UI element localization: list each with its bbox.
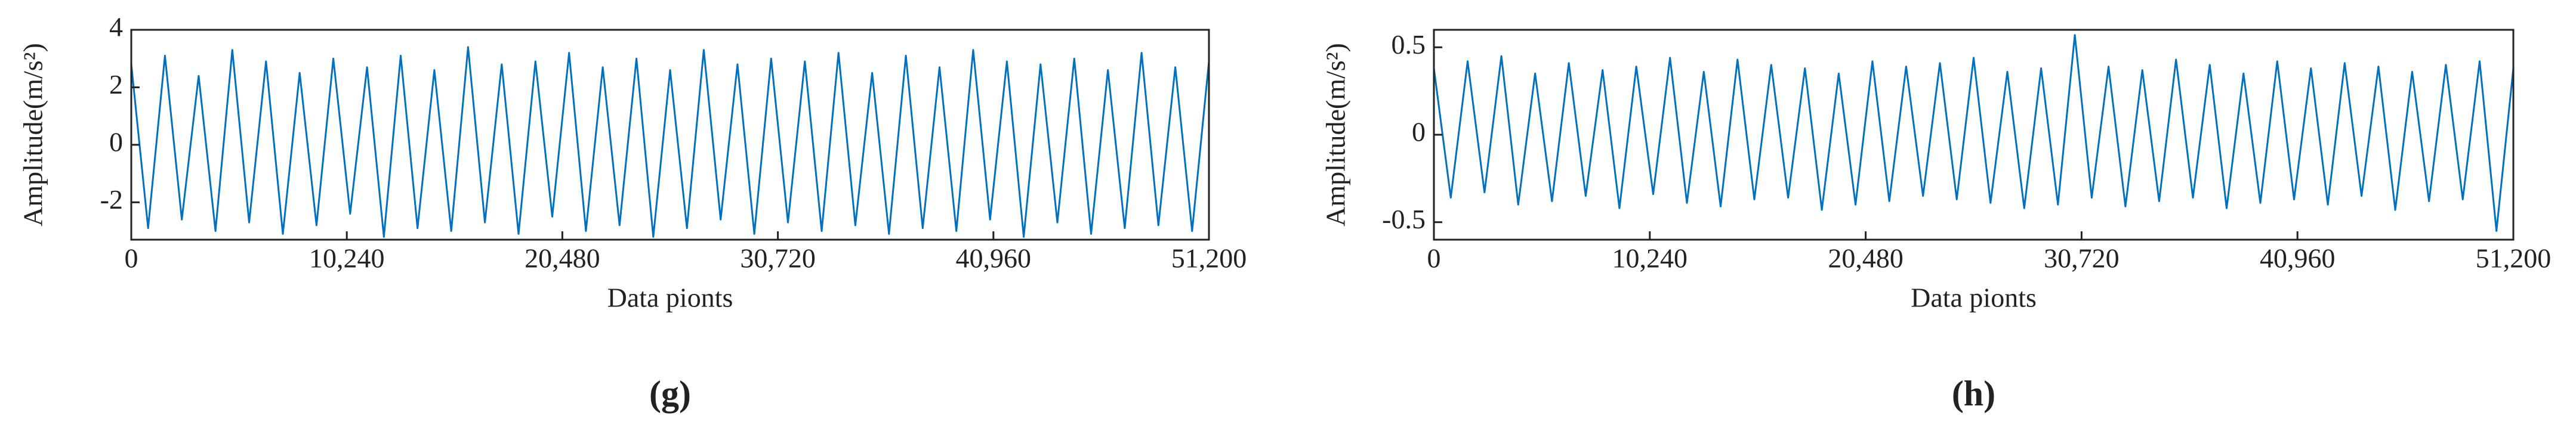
x-tick-label: 30,720 (740, 243, 816, 274)
x-tick-label: 10,240 (309, 243, 385, 274)
y-tick-label: 4 (109, 12, 123, 42)
y-axis-label: Amplitude(m/s²) (18, 43, 48, 227)
x-tick-label: 51,200 (2476, 243, 2552, 274)
y-axis-label: Amplitude(m/s²) (1321, 43, 1351, 227)
y-tick-label: -2 (100, 184, 123, 215)
signal-line (130, 46, 1210, 238)
caption: (g) (649, 374, 691, 413)
y-tick-label: 0 (1412, 117, 1426, 147)
plot-frame (130, 29, 1210, 241)
x-tick-label: 0 (125, 243, 138, 274)
y-tick-label: 0 (109, 126, 123, 157)
x-tick-label: 40,960 (2260, 243, 2336, 274)
y-tick-label: -0.5 (1382, 204, 1426, 234)
x-axis-label: Data pionts (607, 283, 733, 313)
signal-line (1433, 34, 2515, 232)
x-tick-label: 20,480 (525, 243, 600, 274)
x-tick-label: 0 (1427, 243, 1441, 274)
x-axis-label: Data pionts (1911, 283, 2037, 313)
x-tick-label: 30,720 (2044, 243, 2120, 274)
x-tick-label: 51,200 (1171, 243, 1247, 274)
x-tick-label: 40,960 (956, 243, 1032, 274)
caption: (h) (1952, 374, 1995, 413)
x-tick-label: 10,240 (1612, 243, 1688, 274)
x-tick-label: 20,480 (1828, 243, 1904, 274)
y-tick-label: 2 (109, 69, 123, 100)
y-tick-label: 0.5 (1392, 29, 1426, 60)
